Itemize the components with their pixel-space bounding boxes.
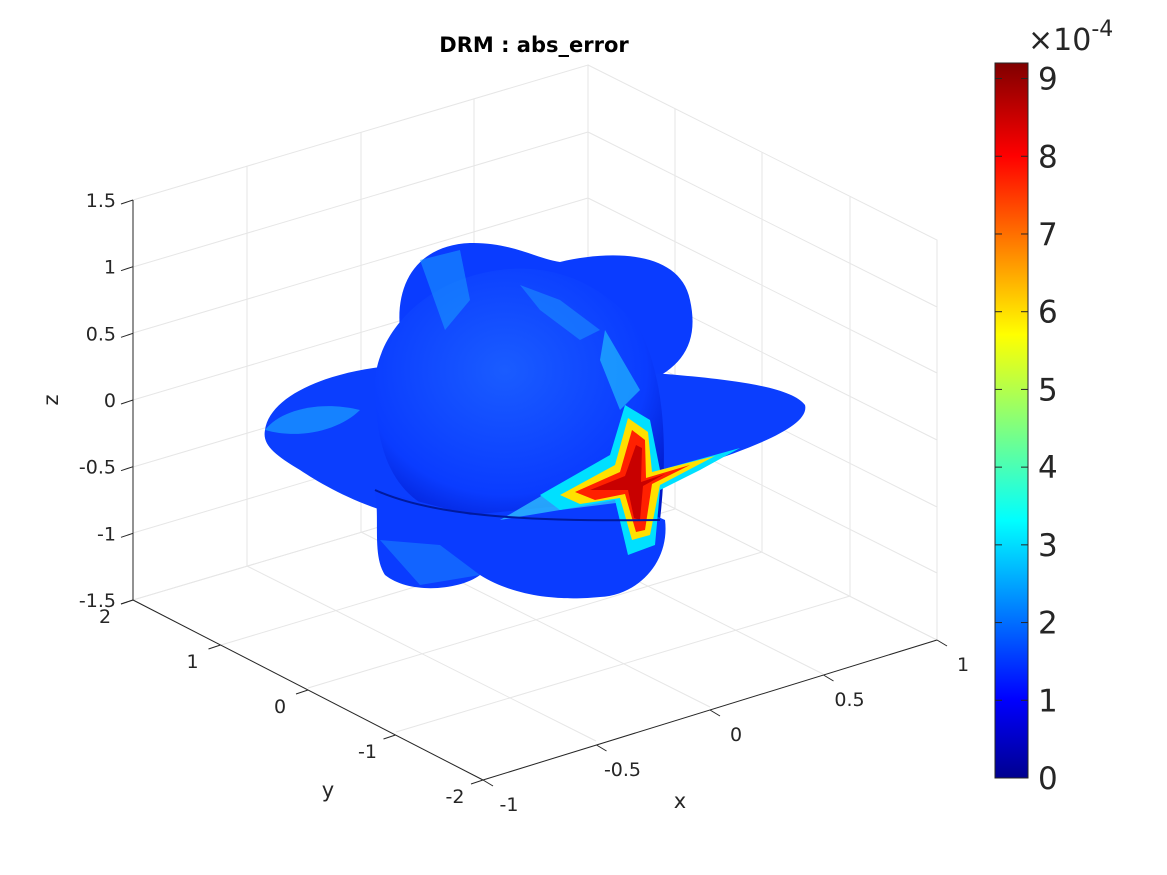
colorbar-tick-label: 5 — [1038, 372, 1058, 408]
y-tick-label: -1 — [358, 741, 377, 763]
y-axis-label: y — [322, 778, 334, 802]
z-tick-label: 0 — [104, 390, 116, 412]
z-tick-label: 0.5 — [86, 323, 116, 345]
colorbar-tick-labels: 0 1 2 3 4 5 6 7 8 9 — [1038, 62, 1058, 797]
colorbar-tick-label: 6 — [1038, 295, 1058, 331]
colorbar-tick-label: 1 — [1038, 683, 1058, 719]
x-tick-label: 0 — [730, 724, 742, 746]
y-tick — [295, 689, 309, 695]
x-tick — [596, 744, 607, 752]
y-tick — [470, 779, 484, 785]
surface-highlight-6 — [380, 540, 480, 585]
surface-highlight-1 — [265, 406, 360, 434]
colorbar-tick-label: 2 — [1038, 606, 1058, 642]
x-tick-label: 1 — [957, 654, 969, 676]
colorbar-tick-label: 8 — [1038, 139, 1058, 175]
colorbar-tick-label: 9 — [1038, 62, 1058, 98]
tick-marks — [120, 199, 948, 787]
colorbar-ramp — [994, 62, 1029, 779]
y-tick-label: 1 — [186, 651, 198, 673]
colorbar-tick-label: 0 — [1038, 761, 1058, 797]
z-tick-label: 1.5 — [86, 190, 116, 212]
colorbar-exponent-power: -4 — [1091, 17, 1113, 42]
z-tick — [120, 332, 134, 338]
y-tick-label: 2 — [99, 606, 111, 628]
colorbar-exponent: ×10-4 — [1028, 17, 1113, 58]
colorbar-tick-marks — [995, 78, 1028, 779]
surface-highlight-2 — [600, 330, 640, 410]
x-axis-label: x — [674, 789, 686, 813]
z-tick — [120, 532, 134, 538]
x-tick-labels: -1 -0.5 0 0.5 1 — [500, 654, 970, 816]
z-tick-label: -0.5 — [79, 457, 116, 479]
y-tick — [120, 599, 134, 605]
chart-title: DRM : abs_error — [439, 33, 629, 57]
y-tick — [383, 734, 396, 740]
abs-error-surface — [264, 242, 806, 599]
z-tick-label: 1 — [104, 257, 116, 279]
x-tick — [709, 709, 721, 717]
colorbar: 0 1 2 3 4 5 6 7 8 9 ×10-4 — [994, 17, 1113, 797]
x-tick — [823, 674, 834, 682]
z-tick — [120, 399, 134, 405]
x-tick — [936, 639, 948, 647]
y-tick-label: 0 — [274, 696, 286, 718]
x-tick-label: 0.5 — [834, 689, 864, 711]
z-tick — [120, 466, 134, 472]
colorbar-exponent-base: ×10 — [1028, 23, 1091, 58]
colorbar-tick-label: 4 — [1038, 450, 1058, 486]
surface-highlight-4 — [520, 285, 600, 340]
x-tick-label: -0.5 — [604, 759, 641, 781]
z-tick — [120, 266, 134, 272]
z-axis-label: z — [39, 394, 63, 405]
surface-rim — [374, 489, 661, 522]
colorbar-tick-label: 3 — [1038, 528, 1058, 564]
y-tick-labels: -2 -1 0 1 2 — [99, 606, 465, 808]
z-tick-labels: -1.5 -1 -0.5 0 0.5 1 1.5 — [79, 190, 116, 612]
x-gridlines — [220, 109, 851, 733]
colorbar-tick-label: 7 — [1038, 217, 1058, 253]
x-tick — [482, 779, 494, 787]
error-hotspot-core — [590, 445, 665, 520]
z-tick-label: -1.5 — [79, 590, 116, 612]
y-tick — [208, 644, 221, 650]
x-tick-label: -1 — [500, 794, 519, 816]
y-tick-label: -2 — [446, 786, 465, 808]
z-tick-label: -1 — [97, 523, 116, 545]
z-tick — [120, 199, 134, 205]
surface-highlight-5 — [420, 250, 470, 330]
